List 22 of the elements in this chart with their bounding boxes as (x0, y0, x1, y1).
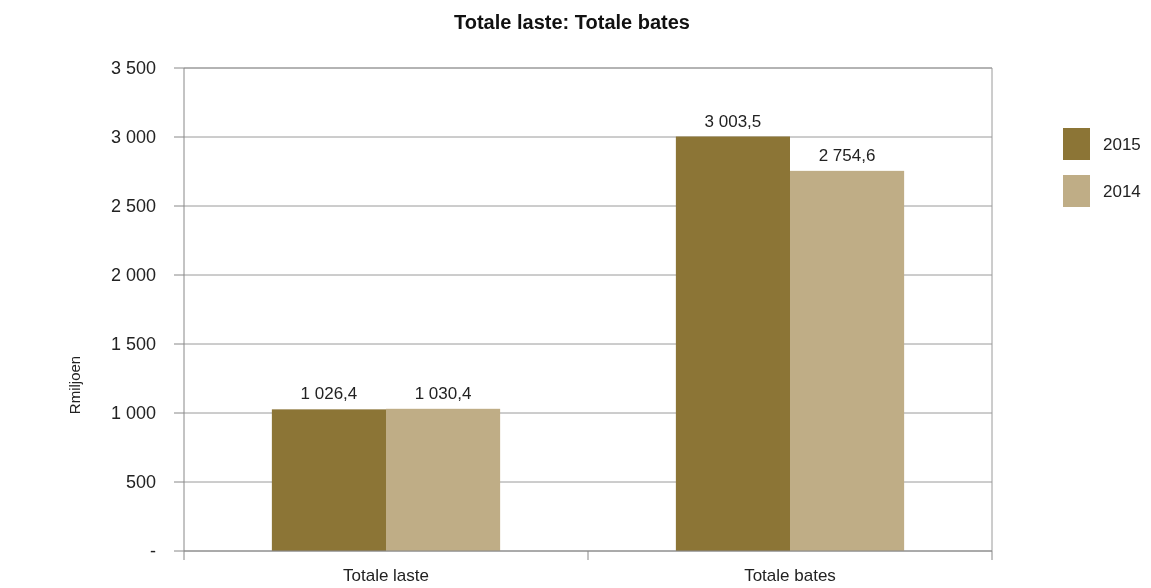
y-tick-label: 1 000 (110, 403, 156, 424)
y-axis-title: Rmiljoen (66, 355, 83, 415)
y-tick-label: 500 (125, 472, 156, 493)
data-label: 1 026,4 (300, 384, 358, 404)
bar (790, 170, 905, 551)
bar (675, 136, 790, 551)
y-tick-label: 3 500 (110, 58, 156, 79)
y-tick-label: - (150, 541, 156, 562)
x-tick-label: Totale bates (744, 566, 836, 585)
y-tick-label: 2 500 (110, 196, 156, 217)
data-label: 1 030,4 (414, 383, 472, 403)
legend-label: 2015 (1103, 134, 1141, 154)
y-tick-label: 2 000 (110, 265, 156, 286)
data-label: 3 003,5 (704, 111, 762, 131)
legend-label: 2014 (1103, 181, 1141, 201)
bar (271, 409, 386, 551)
y-tick-label: 1 500 (110, 334, 156, 355)
chart-title: Totale laste: Totale bates (454, 11, 690, 33)
bar (386, 408, 501, 551)
y-tick-label: 3 000 (110, 127, 156, 148)
data-label: 2 754,6 (818, 145, 876, 165)
x-tick-label: Totale laste (343, 566, 429, 585)
